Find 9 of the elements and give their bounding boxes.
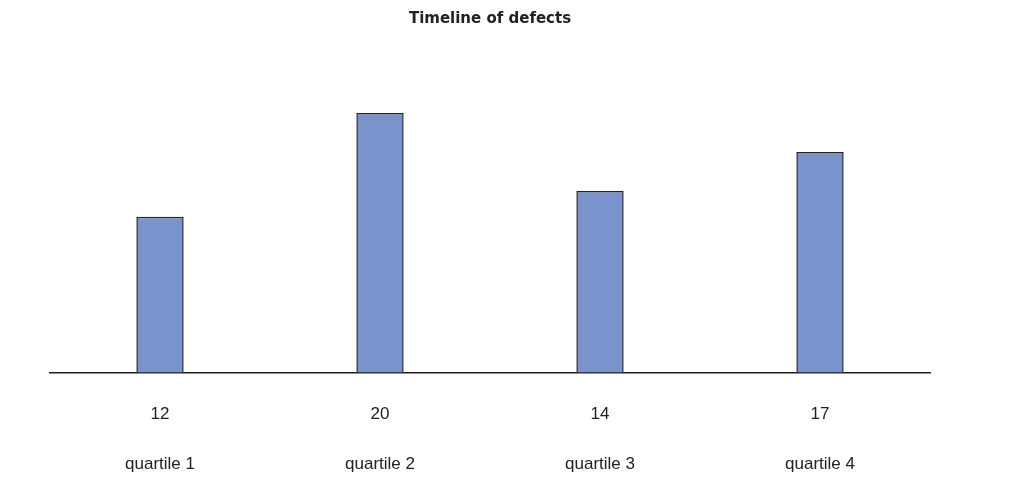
x-tick-label: quartile 1 bbox=[125, 454, 195, 474]
data-label: 14 bbox=[590, 404, 610, 424]
chart-title: Timeline of defects bbox=[408, 8, 572, 27]
x-tick-label: quartile 3 bbox=[565, 454, 635, 474]
x-tick-label: quartile 2 bbox=[345, 454, 415, 474]
x-tick-label: quartile 4 bbox=[785, 454, 855, 474]
data-label: 17 bbox=[810, 404, 830, 424]
data-label: 12 bbox=[150, 404, 170, 424]
data-label: 20 bbox=[370, 404, 390, 424]
